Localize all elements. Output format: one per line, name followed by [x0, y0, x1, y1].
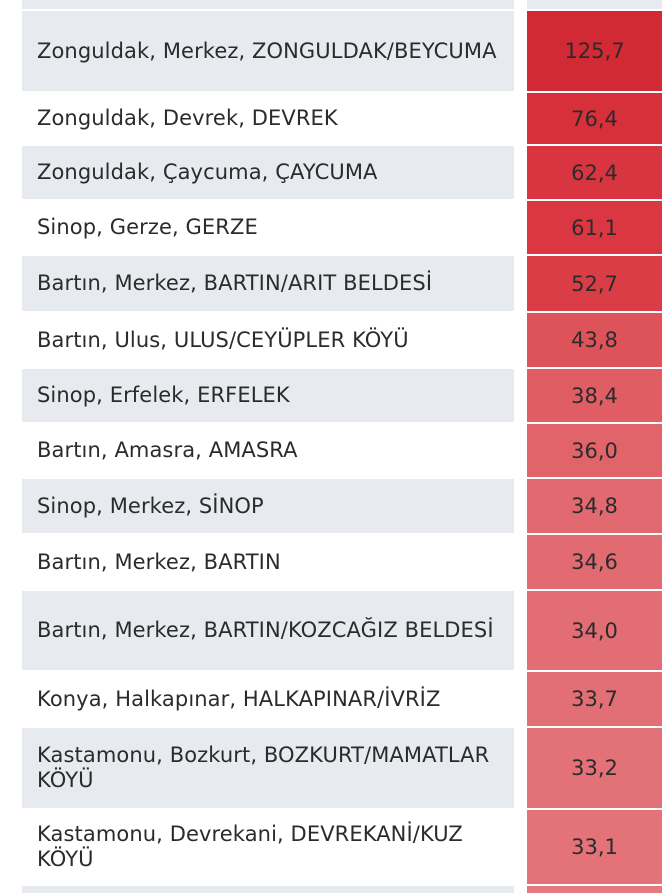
value-cell: 34,6: [527, 535, 662, 589]
value-cell: 52,7: [527, 256, 662, 311]
table-row: Bartın, Merkez, BARTIN/KOZCAĞIZ BELDESİ …: [22, 591, 662, 670]
value-cell: 76,4: [527, 93, 662, 144]
location-cell: Konya, Halkapınar, HALKAPINAR/İVRİZ: [22, 672, 514, 726]
location-cell: Zonguldak, Devrek, DEVREK: [22, 93, 514, 144]
location-cell: Bartın, Merkez, BARTIN: [22, 535, 514, 589]
table-row: Kastamonu, Devrekani, DEVREKANİ/KUZ KÖYÜ…: [22, 810, 662, 884]
table-row: Bartın, Ulus, ULUS/CEYÜPLER KÖYÜ 43,8: [22, 313, 662, 367]
value-cell: 33,7: [527, 672, 662, 726]
table-row: Konya, Halkapınar, HALKAPINAR/İVRİZ 33,7: [22, 672, 662, 726]
table-row: Kastamonu, Bozkurt, BOZKURT/MAMATLAR KÖY…: [22, 728, 662, 808]
table-row-partial-bottom: [22, 886, 662, 893]
value-cell: 33,2: [527, 728, 662, 808]
location-cell: Kastamonu, Devrekani, DEVREKANİ/KUZ KÖYÜ: [22, 810, 514, 884]
location-cell: Bartın, Ulus, ULUS/CEYÜPLER KÖYÜ: [22, 313, 514, 367]
value-cell: 38,4: [527, 369, 662, 422]
value-cell: 125,7: [527, 11, 662, 91]
value-cell: 61,1: [527, 201, 662, 254]
table-row: Bartın, Amasra, AMASRA 36,0: [22, 424, 662, 477]
table-row: Sinop, Erfelek, ERFELEK 38,4: [22, 369, 662, 422]
value-cell: 34,8: [527, 479, 662, 533]
location-cell-partial: [22, 886, 514, 893]
value-cell: 33,1: [527, 810, 662, 884]
table-row: Zonguldak, Merkez, ZONGULDAK/BEYCUMA 125…: [22, 11, 662, 91]
location-cell: Sinop, Erfelek, ERFELEK: [22, 369, 514, 422]
table-row: Sinop, Merkez, SİNOP 34,8: [22, 479, 662, 533]
table-row: Bartın, Merkez, BARTIN 34,6: [22, 535, 662, 589]
location-cell: Zonguldak, Çaycuma, ÇAYCUMA: [22, 146, 514, 199]
location-cell: Sinop, Merkez, SİNOP: [22, 479, 514, 533]
value-cell: 43,8: [527, 313, 662, 367]
value-cell-partial: [527, 886, 662, 893]
location-cell: Sinop, Gerze, GERZE: [22, 201, 514, 254]
value-cell: 62,4: [527, 146, 662, 199]
location-cell: Zonguldak, Merkez, ZONGULDAK/BEYCUMA: [22, 11, 514, 91]
table-row: Bartın, Merkez, BARTIN/ARIT BELDESİ 52,7: [22, 256, 662, 311]
value-cell: 34,0: [527, 591, 662, 670]
location-cell: Bartın, Merkez, BARTIN/ARIT BELDESİ: [22, 256, 514, 311]
location-cell: Bartın, Merkez, BARTIN/KOZCAĞIZ BELDESİ: [22, 591, 514, 670]
location-cell: Bartın, Amasra, AMASRA: [22, 424, 514, 477]
location-cell: Kastamonu, Bozkurt, BOZKURT/MAMATLAR KÖY…: [22, 728, 514, 808]
value-cell-partial: [527, 0, 662, 9]
location-cell-partial: [22, 0, 514, 9]
table-row-partial-top: [22, 0, 662, 9]
table-row: Sinop, Gerze, GERZE 61,1: [22, 201, 662, 254]
value-cell: 36,0: [527, 424, 662, 477]
table-row: Zonguldak, Devrek, DEVREK 76,4: [22, 93, 662, 144]
table-row: Zonguldak, Çaycuma, ÇAYCUMA 62,4: [22, 146, 662, 199]
